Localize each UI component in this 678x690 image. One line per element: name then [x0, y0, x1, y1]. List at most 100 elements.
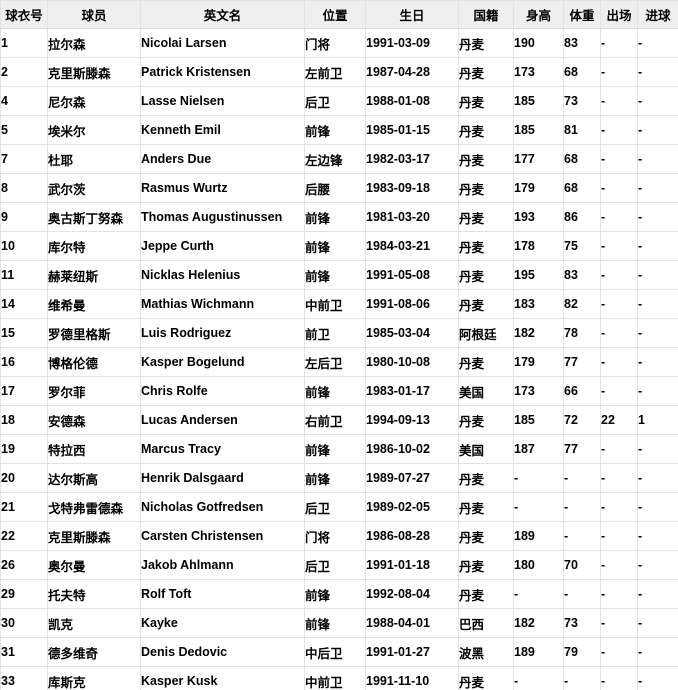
cell-goals: -: [637, 144, 678, 174]
cell-player: 尼尔森: [47, 86, 141, 116]
cell-goals: -: [637, 550, 678, 580]
cell-height: 185: [513, 405, 564, 435]
cell-birthday: 1980-10-08: [365, 347, 459, 377]
table-header-row: 球衣号 球员 英文名 位置 生日 国籍 身高 体重 出场 进球: [0, 0, 678, 29]
cell-birthday: 1994-09-13: [365, 405, 459, 435]
cell-goals: -: [637, 608, 678, 638]
cell-jersey: 7: [0, 144, 48, 174]
cell-name_en: Luis Rodriguez: [140, 318, 305, 348]
cell-player: 埃米尔: [47, 115, 141, 145]
cell-player: 库斯克: [47, 666, 141, 690]
cell-weight: 86: [563, 202, 601, 232]
cell-height: 189: [513, 521, 564, 551]
table-row: 7 杜耶 Anders Due 左边锋 1982-03-17 丹麦 177 68- -: [0, 144, 678, 174]
cell-name_en: Carsten Christensen: [140, 521, 305, 551]
cell-nationality: 丹麦: [458, 521, 514, 551]
table-row: 30 凯克 Kayke 前锋 1988-04-01 巴西 182 73- -: [0, 608, 678, 638]
cell-weight: -: [563, 579, 601, 609]
cell-name_en: Marcus Tracy: [140, 434, 305, 464]
cell-birthday: 1989-02-05: [365, 492, 459, 522]
cell-name_en: Rasmus Wurtz: [140, 173, 305, 203]
cell-nationality: 丹麦: [458, 115, 514, 145]
table-body: 1 拉尔森 Nicolai Larsen 门将 1991-03-09 丹麦 190 83- -2…: [0, 28, 678, 690]
cell-nationality: 丹麦: [458, 173, 514, 203]
cell-weight: 73: [563, 608, 601, 638]
cell-goals: -: [637, 434, 678, 464]
cell-height: 190: [513, 28, 564, 58]
cell-height: 187: [513, 434, 564, 464]
column-header-height: 身高: [513, 0, 564, 29]
cell-appearances: -: [600, 492, 638, 522]
cell-nationality: 丹麦: [458, 202, 514, 232]
cell-jersey: 8: [0, 173, 48, 203]
cell-player: 博格伦德: [47, 347, 141, 377]
table-row: 33 库斯克 Kasper Kusk 中前卫 1991-11-10 丹麦 - - - -: [0, 666, 678, 690]
cell-position: 前锋: [304, 376, 366, 406]
cell-birthday: 1991-05-08: [365, 260, 459, 290]
cell-player: 赫莱纽斯: [47, 260, 141, 290]
column-header-position: 位置: [304, 0, 366, 29]
cell-jersey: 30: [0, 608, 48, 638]
cell-birthday: 1991-01-18: [365, 550, 459, 580]
table-row: 18 安德森 Lucas Andersen 右前卫 1994-09-13 丹麦 185 72 2…: [0, 405, 678, 435]
cell-weight: 72: [563, 405, 601, 435]
cell-name_en: Lasse Nielsen: [140, 86, 305, 116]
cell-appearances: -: [600, 637, 638, 667]
table-row: 8 武尔茨 Rasmus Wurtz 后腰 1983-09-18 丹麦 179 68- -: [0, 173, 678, 203]
cell-name_en: Chris Rolfe: [140, 376, 305, 406]
cell-birthday: 1983-01-17: [365, 376, 459, 406]
cell-height: 173: [513, 57, 564, 87]
table-row: 4 尼尔森 Lasse Nielsen 后卫 1988-01-08 丹麦 185 73- -: [0, 86, 678, 116]
cell-birthday: 1992-08-04: [365, 579, 459, 609]
cell-weight: 81: [563, 115, 601, 145]
cell-name_en: Denis Dedovic: [140, 637, 305, 667]
cell-birthday: 1985-03-04: [365, 318, 459, 348]
cell-appearances: -: [600, 318, 638, 348]
cell-height: 173: [513, 376, 564, 406]
cell-weight: 83: [563, 28, 601, 58]
cell-appearances: -: [600, 173, 638, 203]
cell-height: 182: [513, 318, 564, 348]
cell-position: 左前卫: [304, 57, 366, 87]
table-row: 11 赫莱纽斯 Nicklas Helenius 前锋 1991-05-08 丹麦 195 8…: [0, 260, 678, 290]
cell-name_en: Nicklas Helenius: [140, 260, 305, 290]
cell-nationality: 丹麦: [458, 86, 514, 116]
cell-position: 中后卫: [304, 637, 366, 667]
column-header-name_en: 英文名: [140, 0, 305, 29]
cell-jersey: 14: [0, 289, 48, 319]
cell-nationality: 丹麦: [458, 550, 514, 580]
cell-jersey: 19: [0, 434, 48, 464]
cell-goals: -: [637, 57, 678, 87]
cell-nationality: 丹麦: [458, 666, 514, 690]
cell-name_en: Patrick Kristensen: [140, 57, 305, 87]
cell-player: 凯克: [47, 608, 141, 638]
cell-nationality: 丹麦: [458, 260, 514, 290]
cell-goals: -: [637, 579, 678, 609]
cell-goals: -: [637, 521, 678, 551]
cell-height: 179: [513, 173, 564, 203]
cell-position: 中前卫: [304, 289, 366, 319]
cell-player: 安德森: [47, 405, 141, 435]
column-header-weight: 体重: [563, 0, 601, 29]
cell-name_en: Anders Due: [140, 144, 305, 174]
cell-weight: 83: [563, 260, 601, 290]
cell-goals: -: [637, 318, 678, 348]
cell-position: 前锋: [304, 579, 366, 609]
cell-position: 前锋: [304, 463, 366, 493]
cell-goals: -: [637, 463, 678, 493]
cell-height: 189: [513, 637, 564, 667]
cell-position: 前锋: [304, 434, 366, 464]
cell-appearances: -: [600, 579, 638, 609]
cell-weight: 68: [563, 173, 601, 203]
cell-weight: 68: [563, 144, 601, 174]
cell-jersey: 9: [0, 202, 48, 232]
cell-jersey: 33: [0, 666, 48, 690]
cell-goals: -: [637, 202, 678, 232]
cell-nationality: 波黑: [458, 637, 514, 667]
cell-birthday: 1988-01-08: [365, 86, 459, 116]
cell-weight: 68: [563, 57, 601, 87]
table-row: 17 罗尔菲 Chris Rolfe 前锋 1983-01-17 美国 173 66- -: [0, 376, 678, 406]
cell-birthday: 1983-09-18: [365, 173, 459, 203]
cell-name_en: Lucas Andersen: [140, 405, 305, 435]
